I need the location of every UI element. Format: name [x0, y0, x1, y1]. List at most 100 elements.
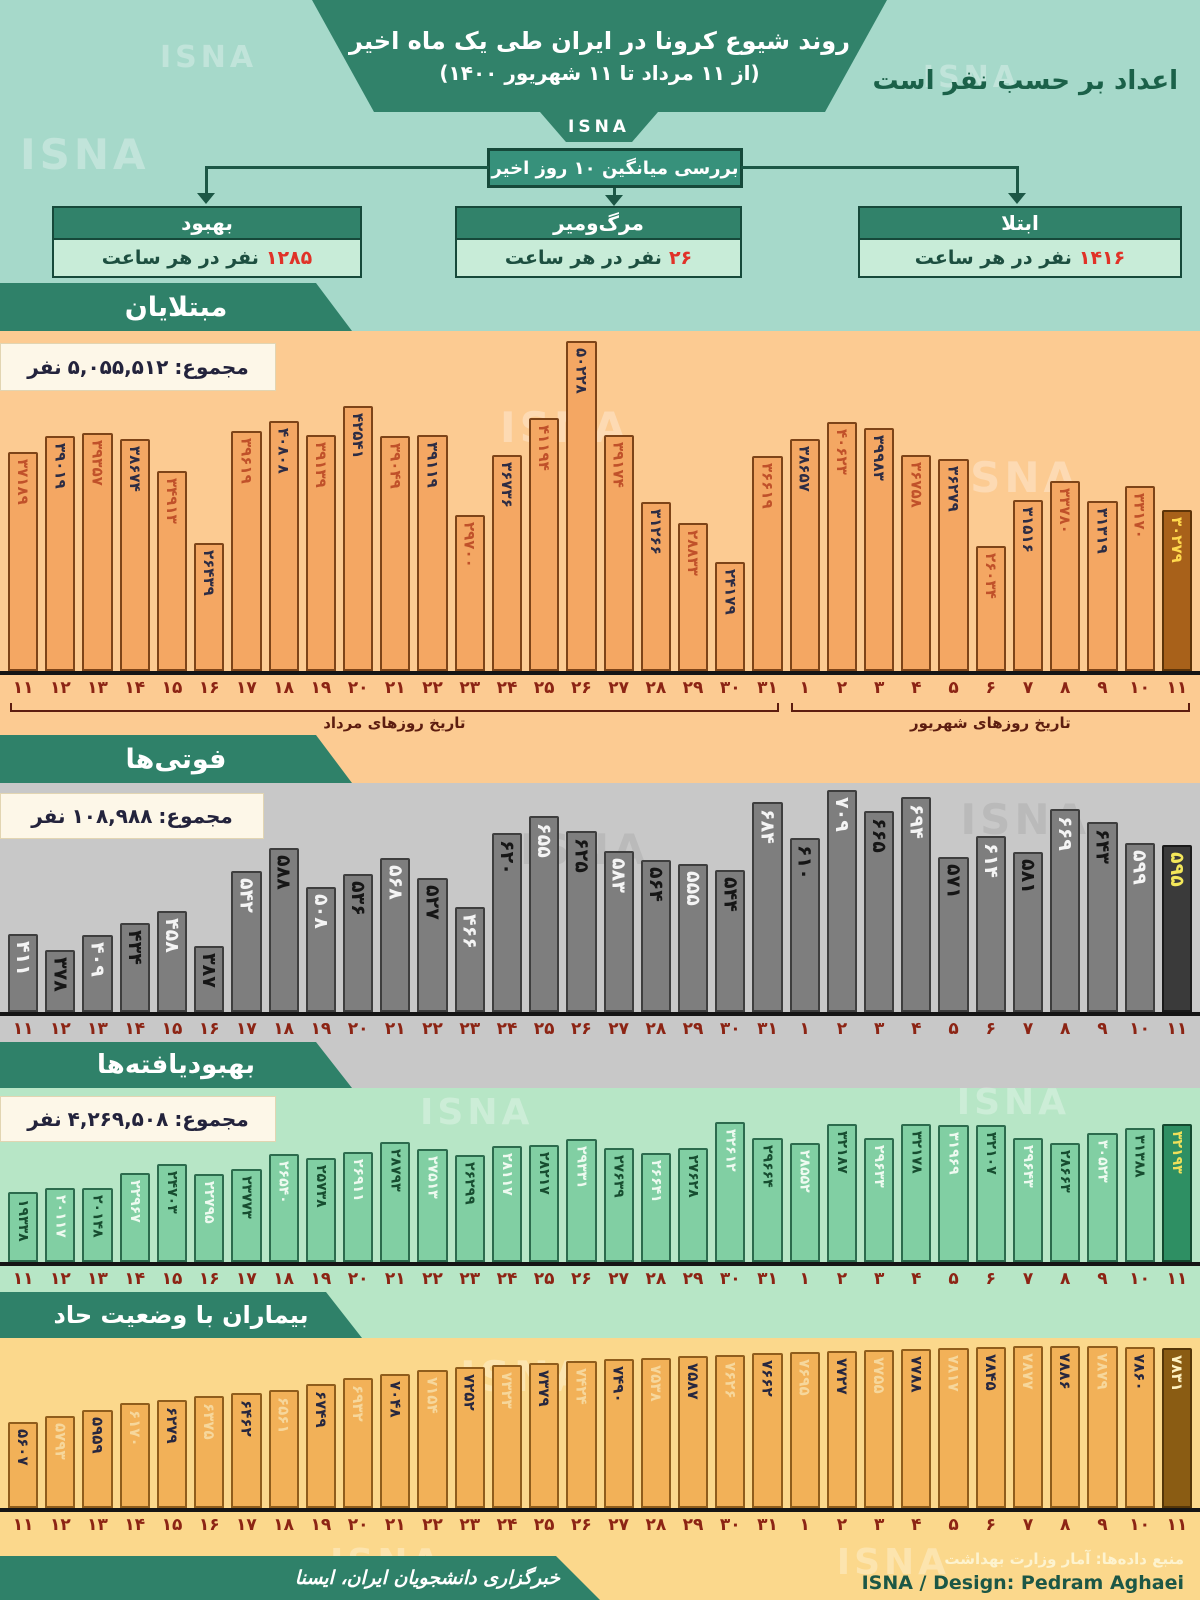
- bar: ۵۷۱: [938, 857, 969, 1012]
- bar-value-label: ۷۸۱۷: [944, 1355, 963, 1392]
- axis-tick: ۲۹: [682, 1515, 704, 1535]
- bar: ۲۹۷۰۰: [454, 515, 485, 671]
- axis-tick: ۱۹: [310, 1515, 332, 1535]
- axis-tick: ۱: [799, 1269, 810, 1289]
- axis-tick: ۱۶: [198, 1019, 220, 1039]
- bar-value-label: ۲۸۲۱۷: [536, 1152, 553, 1195]
- bar-value-label: ۳۹۶۱۹: [237, 438, 256, 484]
- bar-value-label: ۷۸۶۰: [1130, 1354, 1149, 1391]
- axis-tick: ۱۱: [1166, 1269, 1188, 1289]
- axis-tick: ۱۴: [124, 1515, 146, 1535]
- bar-value-label: ۶۸۴: [756, 809, 779, 844]
- bar: ۶۷۴۹: [305, 1384, 336, 1508]
- bar-value-label: ۶۲۰: [495, 840, 518, 875]
- bar-value-label: ۷۵۳۸: [646, 1365, 665, 1402]
- axis-tick: ۲: [836, 1269, 848, 1289]
- axis-tick: ۲۹: [682, 1019, 704, 1039]
- bar-value-label: ۲۶۵۴۰: [275, 1161, 292, 1204]
- bar-value-label: ۶۳۷۵: [200, 1403, 219, 1440]
- connector-line: [613, 188, 616, 196]
- bar-value-label: ۳۹۱۳۹: [311, 442, 330, 488]
- axis-tick: ۲۵: [533, 1269, 555, 1289]
- bar: ۲۶۰۳۴: [975, 546, 1006, 671]
- bars-row: ۴۱۱ ۳۷۸ ۴۰۹ ۴۳۴ ۴۵۸ ۳۸۷ ۵۴۲ ۵۸۸ ۵۰۸ ۵۳۶ ۵۶۸ ۵۲۷ ۴۶۶ ۶…: [8, 783, 1192, 1012]
- bar: ۲۵۷۳۸: [305, 1158, 336, 1262]
- bar: ۲۸۱۱۷: [491, 1146, 523, 1262]
- axis-tick: ۲۵: [533, 1019, 555, 1039]
- bar: ۲۲۹۶۷: [119, 1173, 150, 1262]
- axis-tick: ۳۰: [719, 678, 741, 698]
- bar: ۲۳۷۷۳: [231, 1169, 262, 1262]
- bar-value-label: ۲۳۷۷۳: [238, 1176, 255, 1219]
- bar: ۵۷۹۳: [45, 1416, 76, 1508]
- bar-value-label: ۳۲۱۹۳: [1168, 1131, 1185, 1174]
- bar-value-label: ۳۲۱۷۸: [908, 1131, 925, 1174]
- axis-tick: ۲۷: [608, 678, 629, 698]
- bar-value-label: ۲۸۱۱۷: [498, 1153, 515, 1196]
- axis-tick: ۱۷: [236, 1019, 257, 1039]
- arrow-down-icon: [1008, 193, 1026, 204]
- bar-value-label: ۷۷۸۸: [907, 1356, 926, 1393]
- axis-tick: ۲۷: [608, 1019, 629, 1039]
- bar-value-label: ۲۸۶۶۳: [1057, 1150, 1074, 1193]
- total-label: مجموع:: [174, 1107, 249, 1131]
- connector-line: [741, 166, 1019, 169]
- axis-tick: ۱۰: [1129, 1019, 1151, 1039]
- bar-value-label: ۷۸۳۱: [1167, 1355, 1186, 1392]
- bar: ۲۹۳۳۱: [566, 1139, 597, 1262]
- bar: ۵۰۲۲۸: [566, 341, 597, 671]
- bar-value-label: ۲۶۹۱۱: [350, 1159, 367, 1202]
- bar-value-label: ۷۴۲۴: [572, 1368, 591, 1405]
- month-brackets: تاریخ روزهای مرداد تاریخ روزهای شهریور: [8, 701, 1192, 735]
- stat-card-infection: ابتلا ۱۴۱۶ نفر در هر ساعت: [858, 206, 1182, 278]
- axis-tick: ۲۷: [608, 1269, 629, 1289]
- bar-value-label: ۳۴۹۱۳: [162, 478, 181, 524]
- bar-value-label: ۶۴۳: [1091, 829, 1114, 864]
- axis-tick: ۲۶: [571, 1515, 592, 1535]
- axis-tick: ۸: [1060, 1269, 1071, 1289]
- bar: ۶۴۶۲: [231, 1393, 262, 1508]
- axis-tick: ۵: [948, 1019, 959, 1039]
- bar: ۷۱۵۴: [417, 1370, 448, 1508]
- axis-tick: ۴: [911, 1019, 922, 1039]
- bar: ۶۵۵: [529, 816, 560, 1012]
- footer-band: خبرگزاری دانشجویان ایران، ایسنا: [0, 1556, 600, 1600]
- bar-value-label: ۵۹۵۹: [88, 1417, 107, 1454]
- bar: ۵۹۹: [1124, 843, 1155, 1012]
- axis-tick: ۱۶: [198, 1515, 220, 1535]
- bar: ۳۶۲۷۹: [938, 459, 969, 671]
- bar-value-label: ۲۷۶۲۸: [685, 1155, 702, 1198]
- axis-tick: ۱۲: [49, 1019, 71, 1039]
- bar-value-label: ۳۹۰۱۹: [51, 443, 70, 489]
- title-plaque: روند شیوع کرونا در ایران طی یک ماه اخیر …: [312, 0, 887, 112]
- axis-tick: ۱۰: [1129, 1269, 1151, 1289]
- bar: ۶۶۵: [864, 811, 895, 1012]
- bar-value-label: ۳۶۶۱۹: [758, 463, 777, 509]
- bar: ۶۳۷۵: [194, 1396, 225, 1508]
- bar-value-label: ۲۲۷۹۵: [201, 1181, 218, 1224]
- bar: ۷۸۶۰: [1124, 1347, 1155, 1508]
- bar: ۳۰۲۷۹: [1161, 510, 1192, 671]
- x-axis-ticks: ۱۱ ۱۲ ۱۳ ۱۴ ۱۵ ۱۶ ۱۷ ۱۸ ۱۹ ۲۰ ۲۱ ۲۲ ۲۳ ۲۴ ۲۵ ۲۶ ۲۷ ۲۸ ۲۹ ۳۰…: [8, 1016, 1192, 1042]
- axis-tick: ۱۱: [1166, 1515, 1188, 1535]
- bar: ۳۹۰۴۹: [380, 436, 411, 671]
- bar: ۷۴۲۴: [566, 1361, 597, 1508]
- bar-value-label: ۲۶۰۳۴: [981, 553, 1000, 599]
- axis-tick: ۱۱: [1166, 1019, 1188, 1039]
- axis-tick: ۴: [911, 1515, 922, 1535]
- bar: ۳۸۶۵۷: [789, 439, 820, 671]
- axis-tick: ۲۲: [422, 1515, 443, 1535]
- axis-tick: ۱۰: [1129, 678, 1151, 698]
- bar: ۷۷۲۷: [826, 1351, 858, 1508]
- chart-deaths-total: مجموع: ۱۰۸,۹۸۸ نفر: [0, 793, 264, 839]
- axis-tick: ۳۰: [719, 1515, 741, 1535]
- axis-tick: ۱۹: [310, 1019, 332, 1039]
- bar: ۳۹۱۳۹: [305, 435, 336, 671]
- x-axis-line: [0, 1262, 1200, 1266]
- bar: ۳۶۶۱۹: [752, 456, 783, 671]
- axis-tick: ۱۲: [49, 678, 71, 698]
- bar: ۴۶۶: [454, 907, 485, 1012]
- bar-value-label: ۳۸۶۵۷: [795, 446, 814, 492]
- axis-tick: ۹: [1097, 1269, 1108, 1289]
- unit-note: اعداد بر حسب نفر است: [872, 66, 1178, 96]
